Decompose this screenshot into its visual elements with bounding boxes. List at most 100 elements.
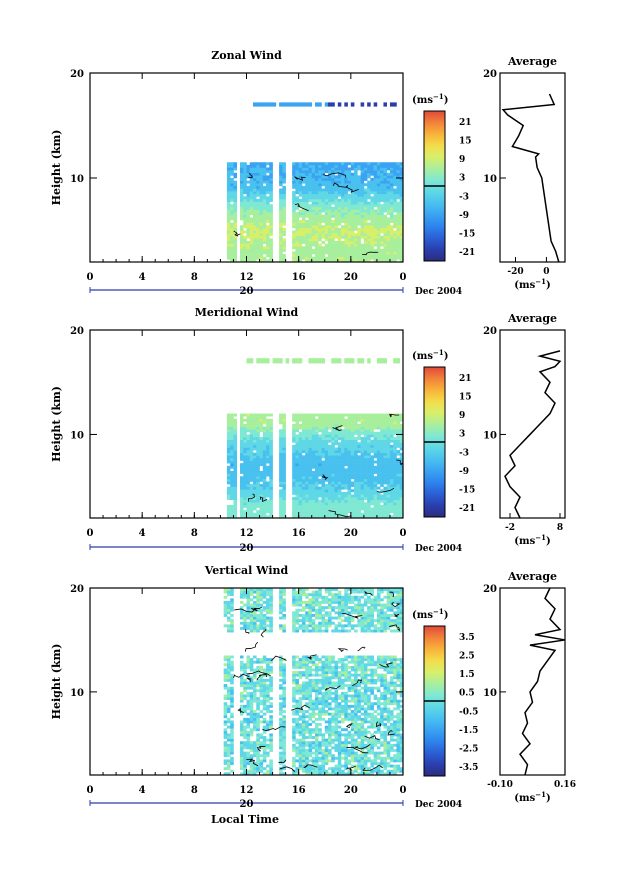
heatmap-cell: [335, 168, 339, 171]
heatmap-cell: [377, 461, 381, 464]
heatmap-cell: [247, 700, 251, 703]
heatmap-cell: [308, 194, 312, 197]
heatmap-cell: [308, 223, 312, 226]
average-x-tick-label: 0: [543, 267, 549, 277]
heatmap-cell: [243, 196, 247, 199]
heatmap-cell: [344, 445, 348, 448]
heatmap-cell: [295, 231, 299, 234]
heatmap-cell: [315, 453, 319, 456]
heatmap-cell: [354, 220, 358, 223]
heatmap-cell: [227, 666, 231, 669]
heatmap-cell: [266, 168, 270, 171]
heatmap-cell: [335, 244, 339, 247]
heatmap-cell: [308, 421, 312, 424]
heatmap-cell: [250, 663, 254, 666]
heatmap-cell: [331, 463, 335, 466]
colorbar-unit: (ms−1): [412, 92, 448, 106]
heatmap-cell: [357, 442, 361, 445]
heatmap-cell: [263, 178, 267, 181]
heatmap-cell: [351, 186, 355, 189]
heatmap-cell: [341, 421, 345, 424]
heatmap-cell: [243, 479, 247, 482]
heatmap-cell: [383, 492, 387, 495]
heatmap-cell: [351, 508, 355, 511]
heatmap-cell: [387, 212, 391, 215]
heatmap-cell: [331, 194, 335, 197]
heatmap-cell: [380, 461, 384, 464]
heatmap-cell: [325, 202, 329, 205]
heatmap-cell: [357, 513, 361, 516]
heatmap-cell: [364, 183, 368, 186]
heatmap-cell: [282, 241, 286, 244]
heatmap-cell: [240, 500, 244, 503]
heatmap-cell: [302, 694, 306, 697]
heatmap-cell: [243, 474, 247, 477]
heatmap-cell: [312, 489, 316, 492]
heatmap-cell: [279, 484, 283, 487]
heatmap-cell: [269, 718, 273, 721]
heatmap-cell: [361, 233, 365, 236]
heatmap-cell: [260, 416, 264, 419]
heatmap-cell: [387, 440, 391, 443]
heatmap-cell: [321, 487, 325, 490]
heatmap-cell: [253, 502, 257, 505]
heatmap-cell: [253, 183, 257, 186]
heatmap-cell: [299, 744, 303, 747]
heatmap-cell: [230, 656, 234, 659]
heatmap-cell: [266, 231, 270, 234]
heatmap-cell: [299, 448, 303, 451]
heatmap-cell: [393, 191, 397, 194]
heatmap-cell: [328, 168, 332, 171]
heatmap-cell: [230, 471, 234, 474]
heatmap-cell: [233, 481, 237, 484]
heatmap-cell: [227, 455, 231, 458]
heatmap-cell: [247, 170, 251, 173]
heatmap-cell: [250, 442, 254, 445]
heatmap-cell: [256, 762, 260, 765]
heatmap-cell: [266, 710, 270, 713]
heatmap-cell: [230, 474, 234, 477]
heatmap-cell: [302, 663, 306, 666]
heatmap-cell: [354, 510, 358, 513]
heatmap-cell: [354, 228, 358, 231]
heatmap-cell: [230, 733, 234, 736]
heatmap-cell: [302, 674, 306, 677]
heatmap-cell: [299, 762, 303, 765]
heatmap-cell: [256, 241, 260, 244]
heatmap-cell: [292, 254, 296, 257]
heatmap-cell: [230, 453, 234, 456]
heatmap-cell: [299, 191, 303, 194]
heatmap-cell: [295, 700, 299, 703]
heatmap-cell: [354, 162, 358, 165]
heatmap-cell: [315, 630, 319, 633]
heatmap-cell: [396, 233, 400, 236]
heatmap-cell: [260, 692, 264, 695]
heatmap-cell: [305, 173, 309, 176]
heatmap-cell: [374, 189, 378, 192]
heatmap-cell: [247, 726, 251, 729]
heatmap-cell: [227, 593, 231, 596]
heatmap-cell: [247, 658, 251, 661]
heatmap-cell: [227, 429, 231, 432]
heatmap-cell: [295, 710, 299, 713]
heatmap-cell: [374, 489, 378, 492]
heatmap-cell: [361, 474, 365, 477]
heatmap-cell: [247, 481, 251, 484]
heatmap-cell: [383, 252, 387, 255]
heatmap-cell: [282, 238, 286, 241]
heatmap-cell: [305, 241, 309, 244]
heatmap-cell: [308, 694, 312, 697]
heatmap-cell: [325, 453, 329, 456]
heatmap-cell: [243, 440, 247, 443]
heatmap-cell: [279, 624, 283, 627]
heatmap-cell: [295, 463, 299, 466]
heatmap-cell: [253, 767, 257, 770]
heatmap-cell: [266, 598, 270, 601]
heatmap-cell: [256, 236, 260, 239]
heatmap-cell: [256, 718, 260, 721]
heatmap-cell: [233, 495, 237, 498]
heatmap-cell: [377, 432, 381, 435]
heatmap-cell: [227, 487, 231, 490]
heatmap-cell: [253, 627, 257, 630]
heatmap-cell: [256, 759, 260, 762]
